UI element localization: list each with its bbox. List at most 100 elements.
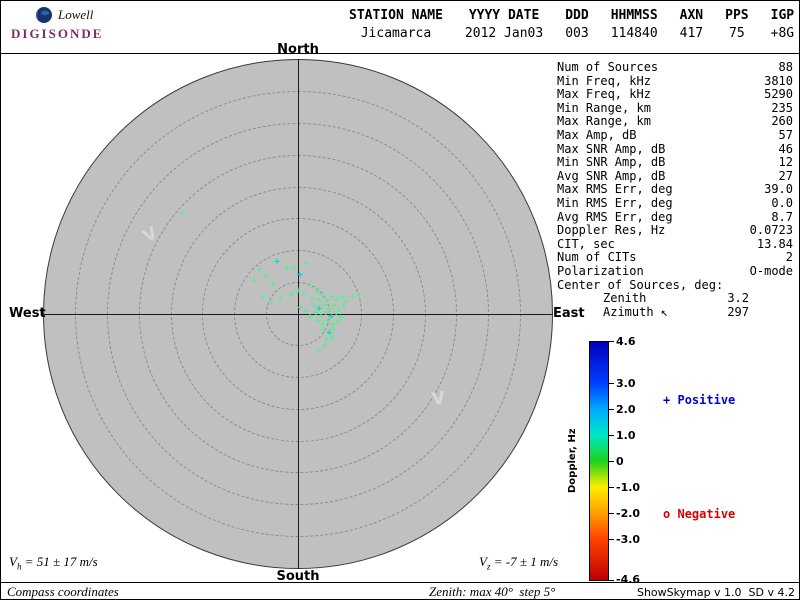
header-column-value: 75 <box>729 26 745 41</box>
info-row-label: Center of Sources, deg: <box>557 277 724 292</box>
source-point: + <box>270 279 277 291</box>
info-row-value: 3810 <box>764 73 793 88</box>
source-point: + <box>333 308 340 320</box>
source-point: + <box>316 303 323 315</box>
vh-text: = 51 ± 17 m/s <box>21 554 98 569</box>
header-column-value: +8G <box>770 26 795 41</box>
source-point: + <box>324 315 331 327</box>
info-row-label: Max Range, km <box>557 114 651 129</box>
colorbar-tick-mark <box>609 513 614 515</box>
logo-lowell-text: Lowell <box>58 7 94 22</box>
colorbar-tick-mark <box>609 434 614 436</box>
colorbar-tick-label: 1.0 <box>616 428 636 442</box>
info-row-value: 46 <box>778 141 793 156</box>
source-point: + <box>356 290 363 302</box>
info-row: Max Amp, dB 57 <box>557 127 793 143</box>
source-point: + <box>303 258 310 270</box>
info-row: Zenith 3.2 <box>557 291 793 306</box>
source-point: + <box>317 310 324 322</box>
source-point: + <box>349 291 356 303</box>
info-row-label: Max RMS Err, deg <box>557 182 673 197</box>
source-point: + <box>314 315 321 327</box>
header-column-label: IGP <box>770 8 795 23</box>
source-point: + <box>335 304 342 316</box>
header-divider <box>1 53 799 54</box>
header-column-value: 2012 Jan03 <box>464 26 544 41</box>
source-point: + <box>323 334 330 346</box>
info-row-label: Polarization <box>557 263 644 278</box>
vh-subscript: h <box>16 561 22 572</box>
source-point: + <box>321 300 328 312</box>
coordinate-system-label: Compass coordinates <box>7 584 119 599</box>
header-column-label: YYYY DATE <box>468 8 540 23</box>
source-point: + <box>330 300 337 312</box>
header-column: STATION NAME Jicamarca <box>349 8 443 41</box>
info-row-value: 0.0723 <box>749 223 793 238</box>
legend-negative-label: Negative <box>677 507 736 521</box>
header-column: AXN 417 <box>680 8 703 41</box>
colorbar-tick-mark <box>609 580 614 581</box>
info-row-value: 297 <box>727 304 749 319</box>
header-column-label: DDD <box>565 8 589 23</box>
info-row-value: 57 <box>778 127 793 142</box>
vz-subscript: z <box>486 561 491 572</box>
header-column-value: Jicamarca <box>360 26 432 41</box>
source-point: + <box>323 295 330 307</box>
info-row: Doppler Res, Hz 0.0723 <box>557 224 793 238</box>
info-row-label: CIT, sec <box>557 236 615 251</box>
colorbar-tick-mark <box>609 341 614 342</box>
info-row-value: 5290 <box>764 87 793 102</box>
info-row-value: 2 <box>785 250 793 265</box>
lowell-digisonde-logo: Lowell DIGISONDE <box>11 6 141 42</box>
circle-icon: o <box>663 507 671 521</box>
info-row-label: Num of CITs <box>557 250 637 265</box>
source-point: + <box>326 327 333 339</box>
info-row: Min Range, km 235 <box>557 100 793 116</box>
info-panel: Num of Sources 88 Min Freq, kHz 3810 Max Fre… <box>557 60 793 319</box>
info-row: Avg SNR Amp, dB 27 <box>557 168 793 184</box>
info-row: Max RMS Err, deg 39.0 <box>557 183 793 197</box>
header-column-label: PPS <box>725 8 749 23</box>
source-point: + <box>314 286 321 298</box>
vh-symbol: V <box>9 554 17 569</box>
info-row: Center of Sources, deg: <box>557 277 793 293</box>
info-row-label: Avg SNR Amp, dB <box>557 168 666 183</box>
info-row: Max Range, km 260 <box>557 115 793 129</box>
header-column: IGP +8G <box>771 8 794 41</box>
source-point: + <box>319 318 326 330</box>
source-point: + <box>296 302 303 314</box>
info-row-label: Doppler Res, Hz <box>557 223 666 238</box>
info-row-label: Azimuth ↖ <box>603 304 669 319</box>
horizontal-velocity-value: Vh = 51 ± 17 m/s <box>9 554 98 572</box>
info-row-value: 39.0 <box>764 182 793 197</box>
colorbar-tick-mark <box>609 408 614 410</box>
source-point: + <box>307 311 314 323</box>
status-bar: Compass coordinates Zenith: max 40° step… <box>1 582 799 599</box>
plus-icon: + <box>663 393 671 407</box>
info-row: Min Freq, kHz 3810 <box>557 73 793 89</box>
source-point: + <box>338 291 345 303</box>
colorbar-tick-mark <box>609 461 614 462</box>
info-row: Max Freq, kHz 5290 <box>557 88 793 102</box>
source-point: + <box>277 293 284 305</box>
info-row: Polarization O-mode <box>557 263 793 279</box>
source-point: + <box>300 290 307 302</box>
info-row-label: Max Freq, kHz <box>557 87 651 102</box>
header-column: YYYY DATE 2012 Jan03 <box>465 8 543 41</box>
colorbar-axis-label: Doppler, Hz <box>567 428 578 494</box>
info-row: Min SNR Amp, dB 12 <box>557 156 793 170</box>
colorbar-tick-label: -1.0 <box>616 481 641 495</box>
info-row-value: 13.84 <box>756 236 793 251</box>
source-point: + <box>328 311 335 323</box>
header-column: DDD 003 <box>565 8 588 41</box>
source-point: + <box>323 307 330 319</box>
info-row-label: Min Range, km <box>557 100 651 115</box>
source-point: + <box>250 275 258 287</box>
legend-negative: o Negative <box>663 507 735 521</box>
header-column-label: HHMMSS <box>610 8 658 23</box>
colorbar-tick-label: 4.6 <box>616 335 636 348</box>
colorbar-tick-label: 3.0 <box>616 376 636 390</box>
source-point: + <box>309 293 316 305</box>
info-row: Min RMS Err, deg 0.0 <box>557 196 793 211</box>
